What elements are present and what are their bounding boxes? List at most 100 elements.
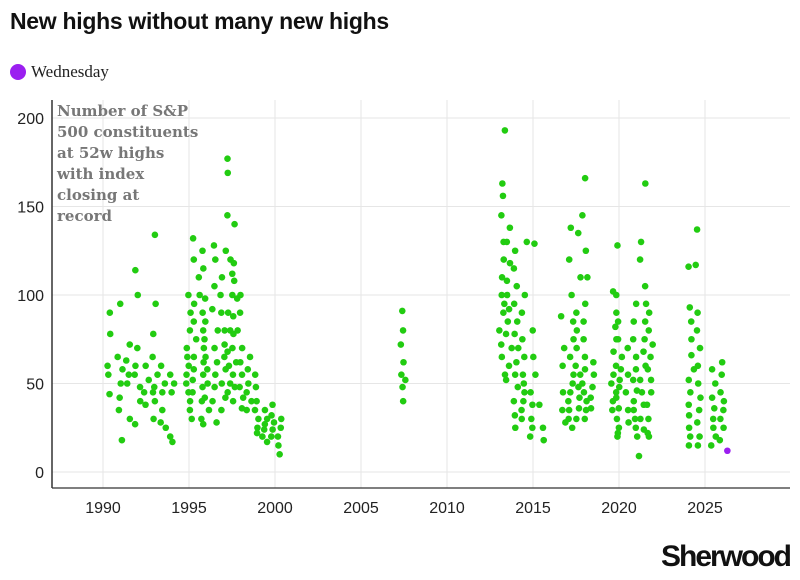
data-point [574,229,582,237]
data-point [199,309,206,317]
data-point [641,282,649,290]
data-point [573,309,580,317]
data-point [162,424,170,432]
data-point [277,415,285,423]
data-point [237,291,244,299]
data-point [696,433,703,440]
data-point [218,380,226,387]
data-point [150,383,158,391]
data-point [707,442,715,449]
data-point [506,224,514,232]
data-point [209,305,216,313]
data-point [218,274,226,281]
data-point [225,362,233,370]
data-point [693,419,701,426]
data-point [500,309,507,317]
data-point [213,419,220,426]
data-point [270,419,278,426]
data-point [229,312,237,320]
data-point [182,380,190,387]
data-point [243,389,250,396]
data-point [629,376,637,384]
data-point [261,406,269,414]
data-point [687,389,694,396]
data-point [685,263,692,270]
data-point [685,376,693,384]
data-point [243,406,250,414]
data-point [201,335,208,343]
data-point [518,415,526,423]
data-point [500,256,508,263]
data-point [529,401,536,409]
data-point [142,362,149,370]
data-point [199,327,207,334]
data-point [397,341,405,348]
data-point [200,358,207,366]
data-point [503,291,511,299]
data-point [501,371,509,378]
data-point [134,291,142,299]
data-point [687,318,695,325]
data-point [185,291,192,299]
data-point [201,394,209,401]
data-point [276,451,283,458]
data-point [688,335,695,343]
data-point [709,415,717,423]
annotation-line-1: Number of S&P [57,102,188,120]
y-tick-label-200: 200 [17,111,44,128]
data-point [694,380,702,387]
data-point [513,318,521,325]
data-point [580,389,588,396]
data-point [277,424,285,432]
data-point [573,327,581,334]
data-point [521,389,528,396]
data-point [617,366,625,373]
data-point [642,300,650,308]
data-point [579,212,586,219]
data-point [636,256,644,263]
data-point [685,401,693,409]
data-point [695,406,703,414]
data-point [630,318,638,325]
data-point [708,366,716,373]
data-point [204,366,211,373]
data-point [123,380,131,387]
data-point [513,358,520,366]
data-point [521,291,529,299]
data-point [132,362,139,370]
data-point [501,300,508,308]
data-point [229,371,237,378]
data-point [579,380,586,387]
data-point [615,424,623,432]
data-point [637,238,645,246]
data-point [149,389,157,396]
data-point [224,309,232,317]
data-point [615,404,623,412]
data-point [259,433,266,440]
data-point [508,344,515,352]
annotation-line-2: 500 constituents [57,123,198,141]
data-point [540,436,548,444]
data-point [402,376,409,384]
data-point [710,424,717,432]
data-point [239,394,247,401]
data-point [647,376,655,384]
data-point [612,389,620,396]
data-point [519,335,526,343]
data-point [631,415,639,423]
data-point [581,353,589,361]
data-point [199,247,206,255]
data-point [274,433,282,440]
data-point [252,383,260,391]
data-point [568,424,576,432]
data-point [231,383,239,391]
data-point [398,371,405,378]
data-point [254,424,261,432]
data-point [559,406,566,414]
data-point [238,344,246,352]
data-point [565,397,572,405]
data-point [505,362,513,370]
data-point [200,265,207,272]
data-point [720,424,727,432]
data-point [157,419,164,426]
